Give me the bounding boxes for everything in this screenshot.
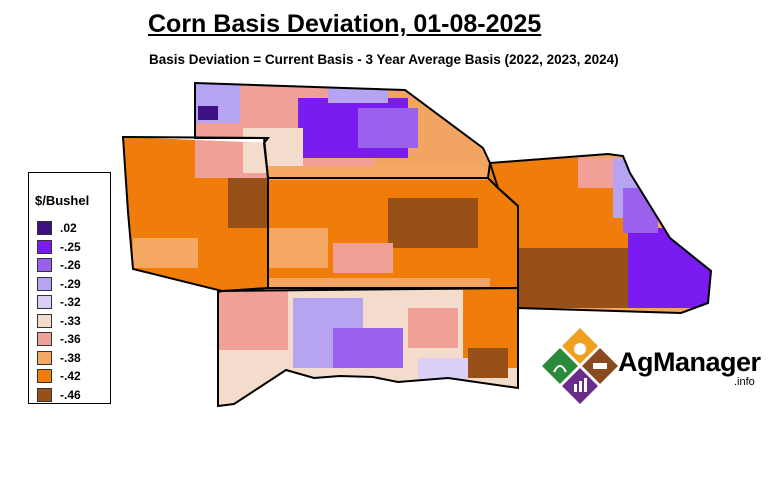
legend-swatch [37,258,52,273]
legend-item: -.29 [37,275,81,294]
legend-item: -.38 [37,349,81,368]
legend-swatch [37,221,52,236]
logo-diamond-icon [542,328,618,404]
map-subtitle: Basis Deviation = Current Basis - 3 Year… [149,52,619,67]
legend-item: -.33 [37,312,81,331]
legend-item: -.32 [37,293,81,312]
legend-item: -.42 [37,367,81,386]
legend-label: -.25 [60,239,81,254]
legend-label: -.36 [60,332,81,347]
legend-label: .02 [60,221,77,236]
basis-map [118,78,718,408]
legend-swatch [37,313,52,328]
legend-title: $/Bushel [35,193,90,208]
legend-label: -.26 [60,258,81,273]
map-title: Corn Basis Deviation, 01-08-2025 [148,10,542,38]
legend-item: -.36 [37,330,81,349]
legend-swatch [37,350,52,365]
logo-suffix: .info [734,376,755,388]
legend-swatch [37,239,52,254]
state-borders [121,81,713,408]
agmanager-logo: AgManager .info [540,326,765,406]
legend-item: -.25 [37,238,81,257]
legend-label: -.32 [60,295,81,310]
legend-item: -.46 [37,386,81,405]
legend-swatch [37,276,52,291]
legend-items: .02 -.25 -.26 -.29 -.32 -.33 -.36 -.38 -… [37,219,81,404]
legend-item: .02 [37,219,81,238]
legend-swatch [37,369,52,384]
map-legend: $/Bushel .02 -.25 -.26 -.29 -.32 -.33 -.… [28,172,111,404]
legend-swatch [37,295,52,310]
legend-label: -.42 [60,369,81,384]
legend-label: -.33 [60,313,81,328]
legend-swatch [37,332,52,347]
legend-label: -.46 [60,387,81,402]
legend-item: -.26 [37,256,81,275]
legend-swatch [37,387,52,402]
logo-name: AgManager [618,347,761,377]
legend-label: -.29 [60,276,81,291]
legend-label: -.38 [60,350,81,365]
